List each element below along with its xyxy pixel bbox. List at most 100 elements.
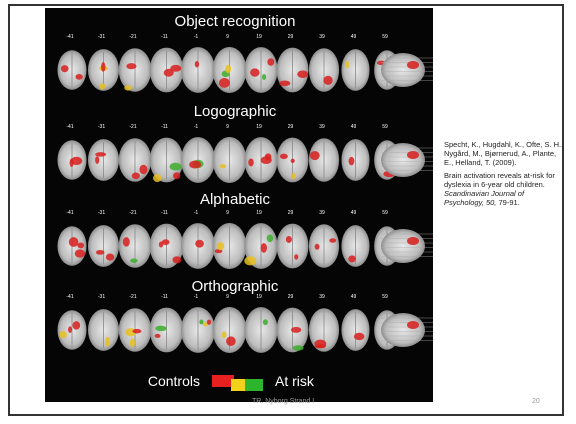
panel-title: Logographic [194,103,277,120]
slice-label: -1 [194,294,199,300]
page-number: 20 [532,398,540,405]
activation [220,164,227,168]
activation [59,331,67,338]
slice-label: -11 [161,124,168,130]
slice-label: 9 [226,294,229,300]
activation [68,326,72,333]
activation [130,258,138,263]
activation [105,337,110,347]
activation [106,253,114,260]
slice-label: 59 [382,210,388,216]
legend-swatch-at-risk [245,379,263,391]
activation [310,151,320,160]
slice-label: 29 [288,294,294,300]
activation [139,165,147,174]
activation [76,74,83,80]
activation [265,153,272,160]
activation [164,69,174,77]
slice-label: 49 [351,210,357,216]
activation [407,151,419,159]
activation [124,85,132,90]
activation [280,154,288,160]
slice-label: -41 [66,124,73,130]
slice-label: -1 [194,34,199,40]
citation-authors: Specht, K., Hugdahl, K., Ofte, S. H., Ny… [444,140,564,167]
activation [72,321,80,330]
slice-label: 49 [351,294,357,300]
activation [261,243,267,253]
activation [267,234,273,242]
slice-label: -11 [161,34,168,40]
panel-title: Alphabetic [200,191,271,208]
activation [407,61,419,69]
activation [195,240,204,248]
activation [132,173,140,180]
activation [155,326,167,331]
citation-reference: Brain activation reveals at-risk for dys… [444,171,564,207]
slice-label: -21 [129,210,136,216]
panel-title: Object recognition [175,13,296,30]
activation [279,80,290,86]
activation [293,345,304,350]
slice-label: -21 [129,34,136,40]
activation [286,236,292,243]
activation [95,152,106,156]
activation [297,70,308,78]
activation [155,334,161,338]
slice-label: 39 [319,210,325,216]
activation [244,256,256,265]
activation [153,174,161,182]
activation [130,338,135,347]
slice-label: -31 [98,210,105,216]
activation [173,172,180,179]
activation [407,237,419,245]
activation [96,250,105,255]
slice-label: -1 [194,124,199,130]
slice-label: 9 [226,210,229,216]
activation [219,78,230,88]
slide: Controls At risk Object recognition -41 -3… [0,0,576,424]
legend-swatch-controls [212,375,234,387]
activation [69,237,79,247]
activation [314,340,326,349]
slice-label: 59 [382,294,388,300]
slice-label: -41 [66,210,73,216]
slice-label: -31 [98,124,105,130]
activation [329,238,336,242]
slice-label: -31 [98,294,105,300]
activation [323,76,332,85]
activation [291,327,301,333]
slice-label: 49 [351,124,357,130]
slice-label: -11 [161,210,168,216]
slice-label: 19 [256,210,262,216]
slice-label: -31 [98,34,105,40]
activation [132,329,141,334]
activation [95,156,99,164]
activation [291,159,295,163]
activation [195,61,199,67]
activation [170,163,182,171]
slice-label: 9 [226,34,229,40]
slice-label: -1 [194,210,199,216]
activation [123,237,130,247]
activation [172,256,181,263]
slice-label: -21 [129,294,136,300]
slice-label: 29 [288,124,294,130]
activation [354,333,365,340]
slice-label: 19 [256,294,262,300]
slice-label: 39 [319,124,325,130]
citation-pages: 79-91. [498,198,519,207]
activation [75,249,85,257]
panel-title: Orthographic [192,278,279,295]
activation [263,319,268,325]
activation [77,242,84,248]
slice-label: 29 [288,34,294,40]
slice-label: -21 [129,124,136,130]
activation [407,321,419,329]
activation [101,62,105,72]
brain-figure: Controls At risk Object recognition -41 -3… [45,8,433,402]
slice-label: 49 [351,34,357,40]
slice-label: 19 [256,34,262,40]
legend: Controls At risk [148,373,315,391]
slice-label: 59 [382,34,388,40]
